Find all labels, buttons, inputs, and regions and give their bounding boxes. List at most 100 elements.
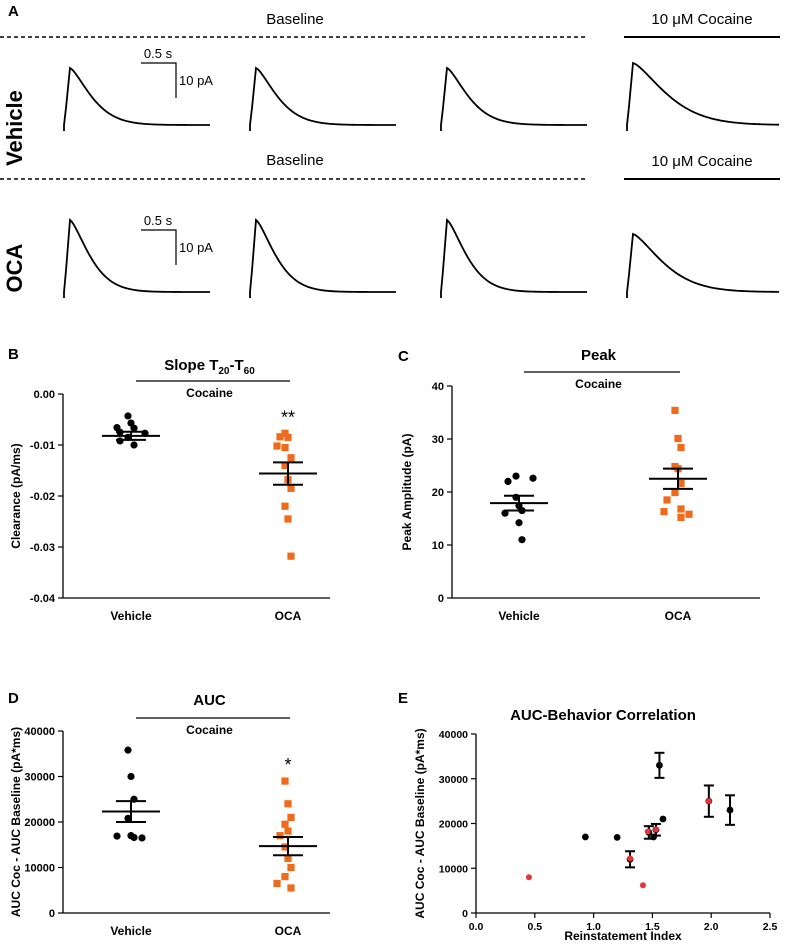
- x-category-label: OCA: [665, 609, 692, 623]
- y-tick-label: -0.02: [30, 491, 55, 503]
- baseline-trace-oca: [249, 218, 397, 298]
- y-tick-label: -0.03: [30, 542, 55, 554]
- data-point-oca: [674, 434, 682, 443]
- data-point-oca: [281, 777, 289, 785]
- row-label-vehicle: Vehicle: [2, 90, 27, 166]
- row-label-oca: OCA: [2, 243, 27, 292]
- cocaine-trace-oca: [626, 232, 780, 298]
- panel-c-letter: C: [398, 348, 409, 365]
- y-axis-label: Peak Amplitude (pA): [400, 434, 414, 551]
- data-point-vehicle: [512, 472, 520, 480]
- cocaine-trace-vehicle: [626, 61, 780, 131]
- data-point-black: [613, 833, 621, 841]
- data-point-red: [644, 828, 651, 835]
- scale-amp-label: 10 pA: [179, 73, 213, 88]
- y-tick-label: 20000: [24, 817, 55, 829]
- x-category-label: Vehicle: [498, 609, 540, 623]
- x-axis-label: Reinstatement Index: [564, 929, 682, 943]
- y-tick-label: 0: [49, 908, 55, 920]
- x-tick-label: 1.0: [586, 921, 601, 933]
- y-axis-label: AUC Coc - AUC Baseline (pA*ms): [413, 728, 427, 918]
- data-point-oca: [677, 505, 685, 513]
- y-tick-label: 20000: [439, 819, 468, 831]
- data-point-black: [726, 806, 734, 814]
- data-point-oca: [281, 873, 289, 881]
- data-point-vehicle: [515, 519, 523, 527]
- y-tick-label: 10: [432, 540, 444, 552]
- y-tick-label: 40000: [439, 729, 468, 741]
- data-point-oca: [287, 552, 295, 560]
- x-category-label: Vehicle: [110, 924, 152, 938]
- data-point-oca: [284, 515, 292, 523]
- significance-marker: **: [281, 407, 295, 427]
- y-axis-label: AUC Coc - AUC Baseline (pA*ms): [9, 727, 23, 917]
- y-tick-label: 30000: [439, 774, 468, 786]
- baseline-trace-vehicle: [63, 66, 211, 131]
- data-point-vehicle: [130, 424, 138, 432]
- baseline-trace-oca: [440, 218, 588, 298]
- data-point-oca: [671, 488, 679, 497]
- data-point-oca: [276, 832, 284, 840]
- data-point-oca: [281, 820, 289, 828]
- baseline-trace-vehicle: [249, 66, 397, 131]
- data-point-vehicle: [116, 437, 124, 445]
- scale-bar-lines: [141, 229, 177, 265]
- data-point-oca: [281, 443, 289, 452]
- x-tick-label: 2.0: [704, 921, 719, 933]
- cocaine-label-oca: 10 μM Cocaine: [651, 153, 752, 170]
- data-point-vehicle: [518, 536, 526, 544]
- data-point-oca: [287, 884, 295, 892]
- chart-title: AUC-Behavior Correlation: [510, 707, 696, 724]
- y-tick-label: 10000: [439, 863, 468, 875]
- scale-time-label: 0.5 s: [144, 213, 173, 228]
- data-point-red: [627, 855, 634, 862]
- data-point-oca: [281, 461, 289, 469]
- data-point-oca: [284, 800, 292, 808]
- data-point-oca: [677, 513, 685, 522]
- data-point-oca: [287, 454, 295, 462]
- y-tick-label: 40000: [24, 726, 55, 738]
- data-point-vehicle: [127, 772, 135, 781]
- data-point-vehicle: [113, 832, 121, 840]
- baseline-trace-oca: [63, 218, 211, 298]
- chart-title: Peak: [581, 347, 617, 364]
- panel-a-letter: A: [8, 3, 19, 20]
- significance-marker: *: [284, 755, 291, 775]
- data-point-vehicle: [504, 477, 512, 485]
- data-point-black: [656, 761, 663, 769]
- chart-title: Slope T20-T60: [164, 357, 255, 377]
- data-point-oca: [685, 510, 693, 518]
- scale-bar-oca: 0.5 s 10 pA: [141, 213, 213, 265]
- data-point-vehicle: [529, 474, 537, 482]
- data-point-oca: [663, 496, 671, 504]
- data-point-red: [639, 882, 646, 889]
- x-tick-label: 0.0: [469, 921, 484, 933]
- x-category-label: OCA: [275, 924, 302, 938]
- cocaine-bar-label: Cocaine: [186, 723, 233, 737]
- data-point-oca: [284, 433, 292, 441]
- y-tick-label: 40: [432, 381, 444, 393]
- chart-title: AUC: [193, 692, 226, 709]
- y-tick-label: 0.00: [34, 389, 55, 401]
- data-point-oca: [287, 484, 295, 492]
- y-axis-label: Clearance (pA/ms): [9, 443, 23, 548]
- y-tick-label: 10000: [24, 863, 55, 875]
- panel-e-letter: E: [398, 690, 408, 707]
- data-point-oca: [276, 433, 284, 441]
- data-point-vehicle: [124, 814, 132, 822]
- panel-b-letter: B: [8, 346, 19, 363]
- data-point-oca: [281, 502, 289, 510]
- cocaine-bar-label: Cocaine: [186, 386, 233, 400]
- y-tick-label: 30: [432, 434, 444, 446]
- y-tick-label: 20: [432, 487, 444, 499]
- y-tick-label: 0: [438, 593, 444, 605]
- data-point-vehicle: [124, 746, 132, 754]
- data-point-black: [659, 815, 667, 823]
- panel-c-peak-chart: 0 10 20 30 40 Peak Amplitude (pA) Peak Cocaine V…: [400, 347, 760, 623]
- data-point-oca: [273, 879, 281, 888]
- baseline-trace-vehicle: [440, 66, 588, 131]
- data-point-vehicle: [130, 833, 138, 842]
- data-point-black: [581, 833, 589, 841]
- baseline-label-oca: Baseline: [266, 152, 324, 169]
